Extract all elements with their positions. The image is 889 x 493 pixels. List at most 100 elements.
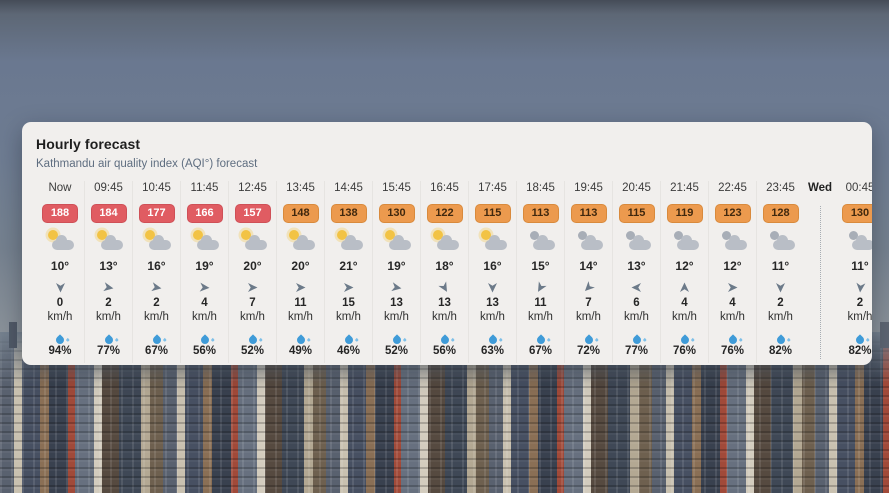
forecast-column-now[interactable]: Now 188 10° 0 km/h 94% — [36, 181, 84, 363]
wind-direction-icon — [85, 282, 132, 295]
wind-direction-icon — [277, 282, 324, 295]
humidity-value: 77% — [96, 345, 121, 357]
forecast-column-0045[interactable]: 00:45 130 11° 2 km/h 82% — [836, 181, 872, 363]
humidity-value: 82% — [848, 345, 872, 357]
humidity-drop-icon — [613, 331, 660, 346]
humidity-value: 76% — [720, 345, 745, 357]
moon-icon — [721, 231, 731, 240]
time-label: 20:45 — [622, 182, 651, 194]
wind-direction-icon — [517, 281, 564, 295]
aqi-badge: 130 — [842, 204, 872, 223]
cloud-icon — [244, 235, 267, 250]
sun-icon — [192, 230, 203, 240]
wind-speed-unit: km/h — [432, 311, 457, 323]
temperature-value: 13° — [627, 259, 646, 273]
humidity-value: 49% — [288, 345, 313, 357]
forecast-column-0945[interactable]: 09:45 184 13° 2 km/h 77% — [84, 181, 132, 363]
forecast-column-1145[interactable]: 11:45 166 19° 4 km/h 56% — [180, 181, 228, 363]
wind-speed-unit: km/h — [288, 311, 313, 323]
forecast-column-1645[interactable]: 16:45 122 18° 13 km/h 56% — [420, 181, 468, 363]
moon-cloud-icon — [574, 230, 604, 251]
wind-speed-unit: km/h — [672, 311, 697, 323]
wind-speed-unit: km/h — [144, 311, 169, 323]
time-label: 22:45 — [718, 182, 747, 194]
moon-icon — [625, 231, 635, 240]
forecast-column-1045[interactable]: 10:45 177 16° 2 km/h 67% — [132, 181, 180, 363]
moon-icon — [673, 231, 683, 240]
humidity-drop-icon — [133, 331, 180, 346]
humidity-drop-icon — [277, 331, 324, 346]
hourly-forecast-card: Hourly forecast Kathmandu air quality in… — [22, 122, 872, 365]
cloud-icon — [388, 235, 411, 250]
partly-sunny-icon — [478, 230, 508, 251]
humidity-drop-icon — [565, 331, 612, 346]
humidity-drop-icon — [85, 331, 132, 346]
wind-direction-icon — [229, 282, 276, 295]
temperature-value: 12° — [723, 259, 742, 273]
forecast-column-1945[interactable]: 19:45 113 14° 7 km/h 72% — [564, 181, 612, 363]
forecast-column-1845[interactable]: 18:45 113 15° 11 km/h 67% — [516, 181, 564, 363]
sun-icon — [432, 230, 443, 240]
humidity-drop-icon — [181, 331, 228, 346]
forecast-column-2345[interactable]: 23:45 128 11° 2 km/h 82% — [756, 181, 804, 363]
time-label: 16:45 — [430, 182, 459, 194]
temperature-value: 19° — [195, 259, 214, 273]
wind-speed-unit: km/h — [847, 311, 872, 323]
temperature-value: 11° — [771, 259, 790, 273]
wind-speed-value: 6 — [633, 297, 640, 309]
forecast-column-1745[interactable]: 17:45 115 16° 13 km/h 63% — [468, 181, 516, 363]
sun-icon — [240, 230, 251, 240]
temperature-value: 20° — [243, 259, 262, 273]
partly-sunny-icon — [94, 230, 124, 251]
wind-speed-unit: km/h — [384, 311, 409, 323]
moon-cloud-icon — [766, 230, 796, 251]
wind-speed-value: 13 — [486, 297, 499, 309]
forecast-column-2045[interactable]: 20:45 115 13° 6 km/h 77% — [612, 181, 660, 363]
wind-speed-value: 2 — [856, 297, 864, 309]
humidity-drop-icon — [229, 331, 276, 346]
humidity-value: 67% — [528, 345, 553, 357]
aqi-badge: 130 — [378, 204, 415, 223]
aqi-badge: 113 — [522, 204, 559, 223]
wind-speed-unit: km/h — [336, 311, 361, 323]
aqi-badge: 177 — [138, 204, 175, 223]
wind-speed-value: 2 — [777, 297, 784, 309]
forecast-column-1245[interactable]: 12:45 157 20° 7 km/h 52% — [228, 181, 276, 363]
forecast-column-1445[interactable]: 14:45 138 21° 15 km/h 46% — [324, 181, 372, 363]
card-subtitle: Kathmandu air quality index (AQI°) forec… — [36, 158, 258, 170]
wind-direction-icon — [36, 282, 84, 295]
cloud-icon — [340, 235, 363, 250]
wind-speed-unit: km/h — [720, 311, 745, 323]
forecast-column-1345[interactable]: 13:45 148 20° 11 km/h 49% — [276, 181, 324, 363]
cloud-icon — [532, 235, 555, 250]
temperature-value: 16° — [147, 259, 166, 273]
wind-speed-value: 11 — [534, 297, 547, 309]
partly-sunny-icon — [190, 230, 220, 251]
wind-speed-unit: km/h — [240, 311, 265, 323]
time-label: 17:45 — [478, 182, 507, 194]
forecast-column-1545[interactable]: 15:45 130 19° 13 km/h 52% — [372, 181, 420, 363]
humidity-drop-icon — [373, 331, 420, 346]
humidity-drop-icon — [469, 331, 516, 346]
card-title: Hourly forecast — [36, 136, 141, 152]
wind-speed-value: 2 — [105, 297, 112, 309]
aqi-badge: 184 — [90, 204, 127, 223]
time-label: 12:45 — [238, 182, 267, 194]
humidity-drop-icon — [421, 331, 468, 346]
forecast-column-2145[interactable]: 21:45 119 12° 4 km/h 76% — [660, 181, 708, 363]
sun-icon — [336, 230, 347, 240]
temperature-value: 14° — [579, 259, 598, 273]
cloud-icon — [724, 235, 747, 250]
temperature-value: 20° — [291, 259, 310, 273]
forecast-column-2245[interactable]: 22:45 123 12° 4 km/h 76% — [708, 181, 756, 363]
aqi-badge: 113 — [570, 204, 607, 223]
time-label: 23:45 — [766, 182, 795, 194]
time-label: 13:45 — [286, 182, 315, 194]
sun-icon — [144, 230, 155, 240]
humidity-value: 77% — [624, 345, 649, 357]
humidity-drop-icon — [661, 331, 708, 346]
humidity-value: 94% — [48, 345, 72, 357]
wind-speed-value: 13 — [390, 297, 403, 309]
moon-icon — [849, 231, 858, 240]
